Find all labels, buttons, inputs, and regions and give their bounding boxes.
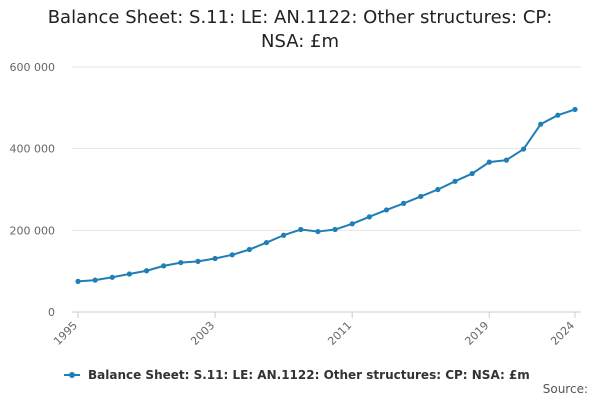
data-point xyxy=(126,271,133,277)
data-point xyxy=(195,258,201,264)
data-point xyxy=(109,274,115,280)
x-tick-label: 2003 xyxy=(188,319,217,348)
data-point xyxy=(486,159,492,165)
x-tick-label: 2024 xyxy=(548,319,577,348)
data-point xyxy=(92,277,98,283)
y-tick-label: 0 xyxy=(48,306,55,319)
data-point xyxy=(452,178,458,184)
data-point xyxy=(503,157,510,163)
legend-label: Balance Sheet: S.11: LE: AN.1122: Other … xyxy=(88,368,530,382)
data-point xyxy=(366,214,372,220)
data-point xyxy=(281,232,287,238)
data-point xyxy=(229,252,235,258)
x-tick-label: 1995 xyxy=(51,319,80,348)
data-point xyxy=(538,121,544,127)
data-point xyxy=(520,146,527,152)
data-point xyxy=(212,255,218,262)
data-point xyxy=(555,112,561,118)
data-point xyxy=(75,278,81,284)
data-point xyxy=(383,207,390,213)
data-point xyxy=(178,259,184,266)
y-tick-label: 200 000 xyxy=(10,224,56,237)
data-point xyxy=(143,268,150,274)
data-point xyxy=(246,246,252,253)
x-tick-label: 2019 xyxy=(462,319,491,348)
data-point xyxy=(298,226,304,233)
data-point xyxy=(469,170,475,177)
data-point xyxy=(332,226,338,233)
source-label: Source: xyxy=(542,382,588,396)
chart-title-line-2: NSA: £m xyxy=(261,31,339,52)
chart-title-line-1: Balance Sheet: S.11: LE: AN.1122: Other … xyxy=(47,7,553,28)
y-tick-label: 600 000 xyxy=(10,61,56,74)
chart-title: Balance Sheet: S.11: LE: AN.1122: Other … xyxy=(0,6,600,54)
legend[interactable]: Balance Sheet: S.11: LE: AN.1122: Other … xyxy=(64,366,530,384)
data-point xyxy=(401,200,407,206)
legend-marker-icon xyxy=(64,369,80,381)
x-tick-label: 2011 xyxy=(325,319,354,348)
data-point xyxy=(572,106,578,113)
data-point xyxy=(349,221,355,227)
data-point xyxy=(315,228,321,235)
series-line xyxy=(77,108,576,283)
data-point xyxy=(435,186,441,193)
y-tick-label: 400 000 xyxy=(10,143,56,156)
data-point xyxy=(263,239,270,246)
data-point xyxy=(418,193,424,200)
data-point xyxy=(161,263,167,269)
